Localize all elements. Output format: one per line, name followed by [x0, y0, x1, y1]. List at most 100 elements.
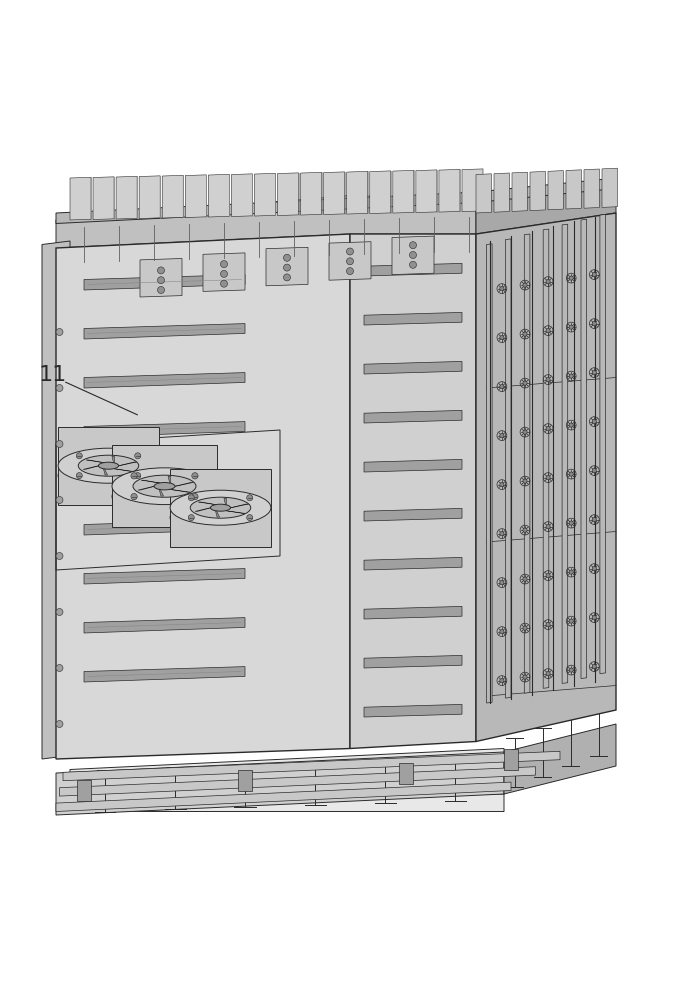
Ellipse shape — [58, 458, 159, 493]
Polygon shape — [70, 766, 504, 794]
Polygon shape — [139, 176, 160, 219]
Ellipse shape — [190, 497, 251, 518]
Circle shape — [569, 276, 573, 280]
Polygon shape — [392, 236, 434, 275]
Polygon shape — [364, 361, 462, 374]
Circle shape — [569, 668, 573, 672]
Circle shape — [500, 580, 504, 585]
Circle shape — [56, 384, 63, 391]
Circle shape — [410, 261, 416, 268]
Circle shape — [346, 268, 354, 275]
Circle shape — [523, 577, 527, 581]
Polygon shape — [195, 508, 211, 511]
Circle shape — [410, 251, 416, 258]
Polygon shape — [462, 169, 483, 212]
Polygon shape — [84, 373, 245, 388]
Circle shape — [500, 482, 504, 487]
Polygon shape — [364, 410, 462, 423]
Circle shape — [569, 472, 573, 476]
Circle shape — [523, 332, 527, 336]
Circle shape — [284, 264, 290, 271]
Ellipse shape — [78, 455, 139, 476]
Polygon shape — [566, 170, 582, 209]
Polygon shape — [346, 171, 368, 214]
Ellipse shape — [112, 478, 217, 515]
Polygon shape — [602, 168, 617, 207]
Polygon shape — [112, 456, 115, 463]
Polygon shape — [350, 234, 476, 748]
Polygon shape — [170, 468, 271, 547]
Polygon shape — [584, 169, 599, 208]
Circle shape — [592, 517, 596, 522]
Polygon shape — [162, 175, 183, 218]
Circle shape — [56, 720, 63, 728]
Circle shape — [410, 242, 416, 249]
Circle shape — [56, 496, 63, 504]
Circle shape — [569, 325, 573, 329]
Polygon shape — [393, 170, 414, 213]
Circle shape — [246, 495, 253, 501]
Ellipse shape — [170, 490, 271, 525]
Polygon shape — [600, 214, 606, 674]
Polygon shape — [364, 263, 462, 276]
Polygon shape — [399, 762, 413, 784]
Polygon shape — [56, 752, 504, 815]
Polygon shape — [203, 253, 245, 291]
Polygon shape — [364, 312, 462, 325]
Circle shape — [546, 377, 550, 382]
Polygon shape — [416, 170, 437, 213]
Circle shape — [546, 328, 550, 333]
Ellipse shape — [112, 468, 217, 505]
Polygon shape — [370, 171, 391, 214]
Polygon shape — [60, 767, 536, 796]
Polygon shape — [168, 476, 171, 483]
Polygon shape — [84, 324, 245, 339]
Circle shape — [592, 468, 596, 473]
Circle shape — [220, 261, 228, 268]
Polygon shape — [548, 171, 564, 210]
Polygon shape — [112, 445, 217, 527]
Polygon shape — [232, 174, 253, 217]
Polygon shape — [530, 171, 545, 211]
Circle shape — [523, 283, 527, 287]
Circle shape — [56, 328, 63, 336]
Circle shape — [569, 374, 573, 378]
Circle shape — [220, 280, 228, 287]
Circle shape — [134, 473, 141, 479]
Polygon shape — [581, 219, 587, 678]
Circle shape — [523, 381, 527, 385]
Circle shape — [500, 384, 504, 389]
Circle shape — [188, 515, 195, 521]
Polygon shape — [494, 173, 510, 212]
Polygon shape — [84, 422, 245, 437]
Circle shape — [284, 254, 290, 261]
Polygon shape — [524, 234, 530, 693]
Polygon shape — [543, 229, 549, 688]
Polygon shape — [266, 247, 308, 286]
Polygon shape — [323, 172, 344, 215]
Polygon shape — [83, 466, 99, 469]
Polygon shape — [56, 196, 476, 248]
Polygon shape — [476, 174, 491, 213]
Circle shape — [56, 552, 63, 560]
Polygon shape — [238, 770, 252, 790]
Polygon shape — [93, 177, 114, 220]
Polygon shape — [476, 182, 616, 234]
Polygon shape — [140, 258, 182, 297]
Circle shape — [158, 277, 164, 284]
Polygon shape — [186, 175, 206, 218]
Circle shape — [188, 495, 195, 501]
Circle shape — [131, 493, 137, 500]
Polygon shape — [84, 275, 245, 290]
Polygon shape — [364, 655, 462, 668]
Circle shape — [569, 570, 573, 574]
Circle shape — [569, 423, 573, 427]
Ellipse shape — [58, 448, 159, 483]
Polygon shape — [198, 502, 216, 505]
Circle shape — [592, 419, 596, 424]
Circle shape — [246, 515, 253, 521]
Polygon shape — [364, 704, 462, 717]
Polygon shape — [486, 244, 492, 703]
Polygon shape — [141, 480, 160, 483]
Polygon shape — [476, 213, 616, 742]
